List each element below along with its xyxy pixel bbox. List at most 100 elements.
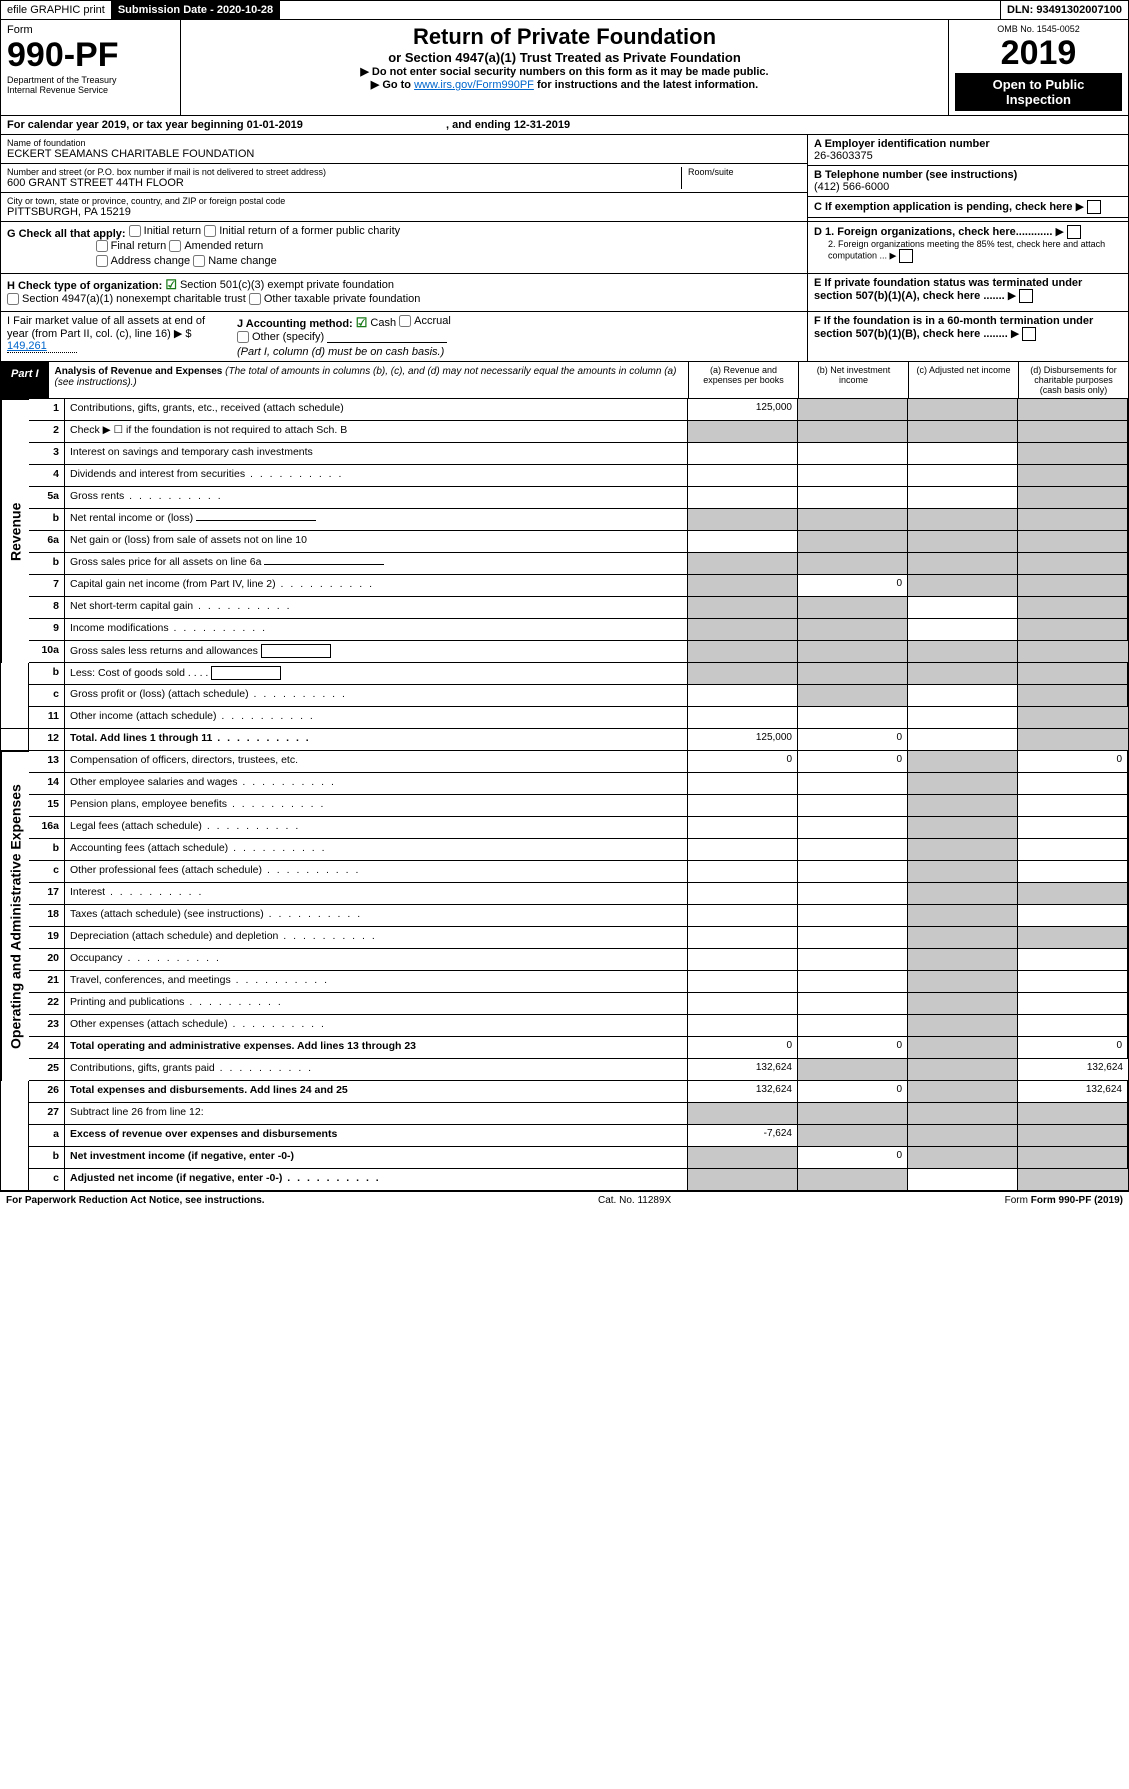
cell (1018, 817, 1128, 839)
cell (908, 729, 1018, 751)
cell (688, 817, 798, 839)
cell (908, 597, 1018, 619)
cell (798, 795, 908, 817)
city-label: City or town, state or province, country… (7, 196, 801, 206)
cell-shade (798, 641, 908, 663)
lno: 20 (29, 949, 65, 971)
cell-shade (688, 641, 798, 663)
line13-b: 0 (798, 751, 908, 773)
phone-label: B Telephone number (see instructions) (814, 169, 1017, 181)
g-address-change-checkbox[interactable] (96, 255, 108, 267)
c-checkbox[interactable] (1087, 200, 1101, 214)
j-cash-checkmark: ☑ (356, 315, 368, 331)
j-other-checkbox[interactable] (237, 331, 249, 343)
cell (908, 487, 1018, 509)
cell (688, 949, 798, 971)
g-amended-checkbox[interactable] (169, 240, 181, 252)
totals-table: 26Total expenses and disbursements. Add … (0, 1081, 1129, 1191)
form-title: Return of Private Foundation (187, 24, 942, 50)
cell (798, 993, 908, 1015)
d1-checkbox[interactable] (1067, 225, 1081, 239)
cell (1018, 949, 1128, 971)
footer-form: Form Form 990-PF (2019) (1005, 1195, 1123, 1206)
line26-a: 132,624 (688, 1081, 798, 1103)
g-initial-return-checkbox[interactable] (129, 225, 141, 237)
h-opt1: Section 501(c)(3) exempt private foundat… (180, 279, 394, 291)
identity-right: A Employer identification number 26-3603… (808, 135, 1128, 221)
lno: 7 (29, 575, 65, 597)
lno: c (29, 861, 65, 883)
addr-row: Number and street (or P.O. box number if… (1, 164, 807, 193)
line5b-inner: Net rental income or (loss) (70, 512, 193, 524)
cell-shade (798, 1059, 908, 1081)
line24-d: 0 (1018, 1037, 1128, 1059)
cell-shade (798, 1169, 908, 1191)
j-other-line (327, 342, 447, 343)
g-initial-former-checkbox[interactable] (204, 225, 216, 237)
cell-shade (908, 971, 1018, 993)
line7-text: Capital gain net income (from Part IV, l… (65, 575, 688, 597)
expenses-vlabel: Operating and Administrative Expenses (1, 751, 29, 1081)
cell (688, 1015, 798, 1037)
cell-shade (1018, 927, 1128, 949)
cell-shade (798, 597, 908, 619)
cell-shade (688, 619, 798, 641)
j-accrual-checkbox[interactable] (399, 315, 411, 327)
line7-b: 0 (798, 575, 908, 597)
lno: 18 (29, 905, 65, 927)
line10a-text: Gross sales less returns and allowances (65, 641, 688, 663)
revenue-table-cont: bLess: Cost of goods sold . . . . cGross… (0, 663, 1129, 729)
line27b-text: Net investment income (if negative, ente… (65, 1147, 688, 1169)
cell-shade (798, 663, 908, 685)
cell (688, 795, 798, 817)
efile-label: efile GRAPHIC print (1, 1, 112, 19)
h-other-taxable-checkbox[interactable] (249, 293, 261, 305)
cal-end: , and ending 12-31-2019 (446, 119, 570, 131)
footer-pra: For Paperwork Reduction Act Notice, see … (6, 1195, 265, 1206)
cell-shade (908, 817, 1018, 839)
cell (688, 773, 798, 795)
cell-shade (1018, 663, 1128, 685)
cell-shade (908, 1015, 1018, 1037)
line18-text: Taxes (attach schedule) (see instruction… (65, 905, 688, 927)
f-label: F If the foundation is in a 60-month ter… (814, 315, 1093, 340)
form-subtitle: or Section 4947(a)(1) Trust Treated as P… (187, 50, 942, 65)
lno: b (29, 1147, 65, 1169)
lno: 9 (29, 619, 65, 641)
h-4947-checkbox[interactable] (7, 293, 19, 305)
i-j-f-row: I Fair market value of all assets at end… (0, 312, 1129, 362)
lno: 8 (29, 597, 65, 619)
cell (908, 619, 1018, 641)
g-name-change-checkbox[interactable] (193, 255, 205, 267)
lno: b (29, 553, 65, 575)
line13-a: 0 (688, 751, 798, 773)
cell (798, 465, 908, 487)
line1-text: Contributions, gifts, grants, etc., rece… (65, 399, 688, 421)
g-final-return-checkbox[interactable] (96, 240, 108, 252)
cell-shade (908, 1147, 1018, 1169)
cell (688, 465, 798, 487)
lno: 12 (29, 729, 65, 751)
g-opt4: Amended return (184, 240, 263, 252)
cell-shade (1018, 597, 1128, 619)
g-opt1: Initial return (144, 225, 201, 237)
h-block: H Check type of organization: ☑Section 5… (1, 274, 808, 311)
e-checkbox[interactable] (1019, 289, 1033, 303)
line27c-text: Adjusted net income (if negative, enter … (65, 1169, 688, 1191)
c-label: C If exemption application is pending, c… (814, 201, 1073, 213)
fmv-link[interactable]: 149,261 (7, 340, 47, 352)
cell-shade (1018, 883, 1128, 905)
f-checkbox[interactable] (1022, 327, 1036, 341)
dln: DLN: 93491302007100 (1000, 1, 1128, 19)
part1-header: Part I Analysis of Revenue and Expenses … (0, 362, 1129, 399)
dept: Department of the Treasury (7, 75, 174, 85)
line10a-inner: Gross sales less returns and allowances (70, 645, 258, 657)
cell-shade (1018, 1125, 1128, 1147)
irs-link[interactable]: www.irs.gov/Form990PF (414, 79, 534, 91)
cell (688, 927, 798, 949)
note-goto: ▶ Go to www.irs.gov/Form990PF for instru… (187, 78, 942, 91)
cell-shade (908, 949, 1018, 971)
cell-shade (1018, 729, 1128, 751)
c-row: C If exemption application is pending, c… (808, 197, 1128, 218)
d2-checkbox[interactable] (899, 249, 913, 263)
